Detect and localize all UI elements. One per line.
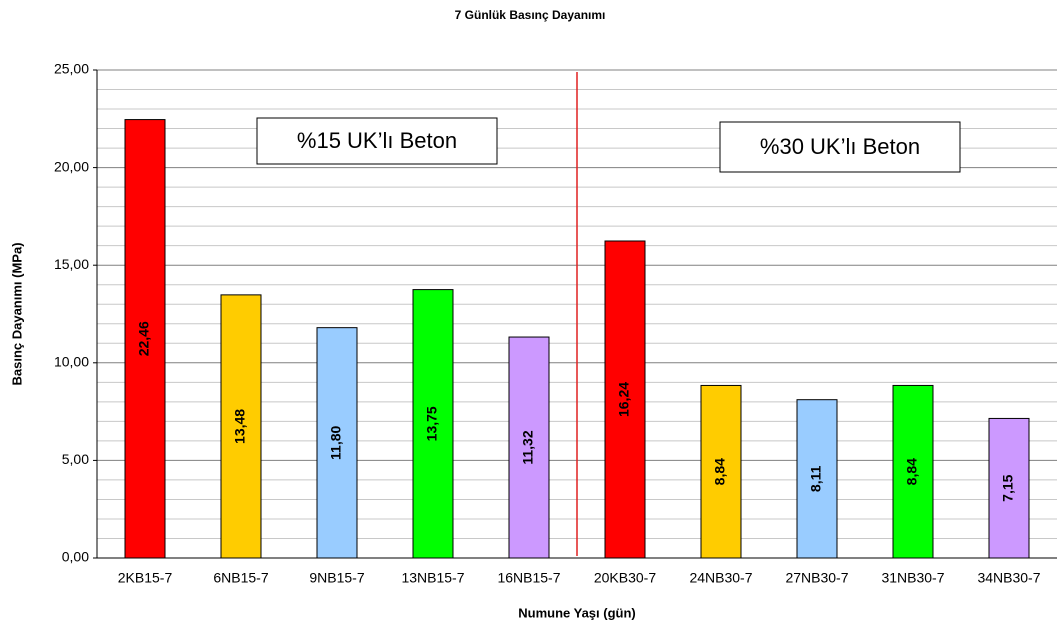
chart-title: 7 Günlük Basınç Dayanımı: [455, 8, 606, 22]
y-axis-title: Basınç Dayanımı (MPa): [9, 242, 24, 385]
value-label: 13,75: [424, 406, 440, 441]
value-label: 7,15: [1000, 474, 1016, 501]
annotation: %15 UK’lı Beton: [297, 128, 457, 153]
bar: [412, 289, 454, 559]
x-tick-label: 2KB15-7: [118, 570, 173, 586]
y-tick-label: 0,00: [62, 549, 89, 565]
bar: [700, 384, 742, 559]
bar: [220, 294, 262, 559]
value-label: 22,46: [136, 321, 152, 356]
x-tick-label: 24NB30-7: [689, 570, 752, 586]
annotation-box: [719, 121, 961, 173]
y-tick-label: 25,00: [54, 61, 89, 77]
y-tick-label: 5,00: [62, 451, 89, 467]
annotation: %30 UK’lı Beton: [760, 134, 920, 159]
value-label: 8,84: [712, 458, 728, 485]
x-axis-title: Numune Yaşı (gün): [518, 605, 636, 620]
value-label: 11,80: [328, 425, 344, 459]
x-tick-label: 13NB15-7: [401, 570, 464, 586]
x-tick-label: 20KB30-7: [594, 570, 656, 586]
bar: [508, 336, 550, 559]
x-tick-label: 16NB15-7: [497, 570, 560, 586]
bar: [316, 327, 358, 559]
value-label: 8,11: [808, 465, 824, 492]
y-tick-label: 20,00: [54, 158, 89, 174]
bar: [892, 384, 934, 559]
bar: [124, 119, 166, 559]
annotation-box: [256, 117, 498, 165]
bar: [604, 240, 646, 559]
x-tick-label: 31NB30-7: [881, 570, 944, 586]
value-label: 13,48: [232, 409, 248, 444]
x-tick-label: 34NB30-7: [977, 570, 1040, 586]
y-tick-label: 10,00: [54, 354, 89, 370]
x-tick-label: 9NB15-7: [309, 570, 364, 586]
x-tick-label: 6NB15-7: [213, 570, 268, 586]
bar: [796, 399, 838, 559]
y-tick-label: 15,00: [54, 256, 89, 272]
value-label: 8,84: [904, 458, 920, 485]
x-tick-label: 27NB30-7: [785, 570, 848, 586]
value-label: 16,24: [616, 382, 632, 417]
value-label: 11,32: [520, 430, 536, 464]
bar: [988, 417, 1030, 559]
